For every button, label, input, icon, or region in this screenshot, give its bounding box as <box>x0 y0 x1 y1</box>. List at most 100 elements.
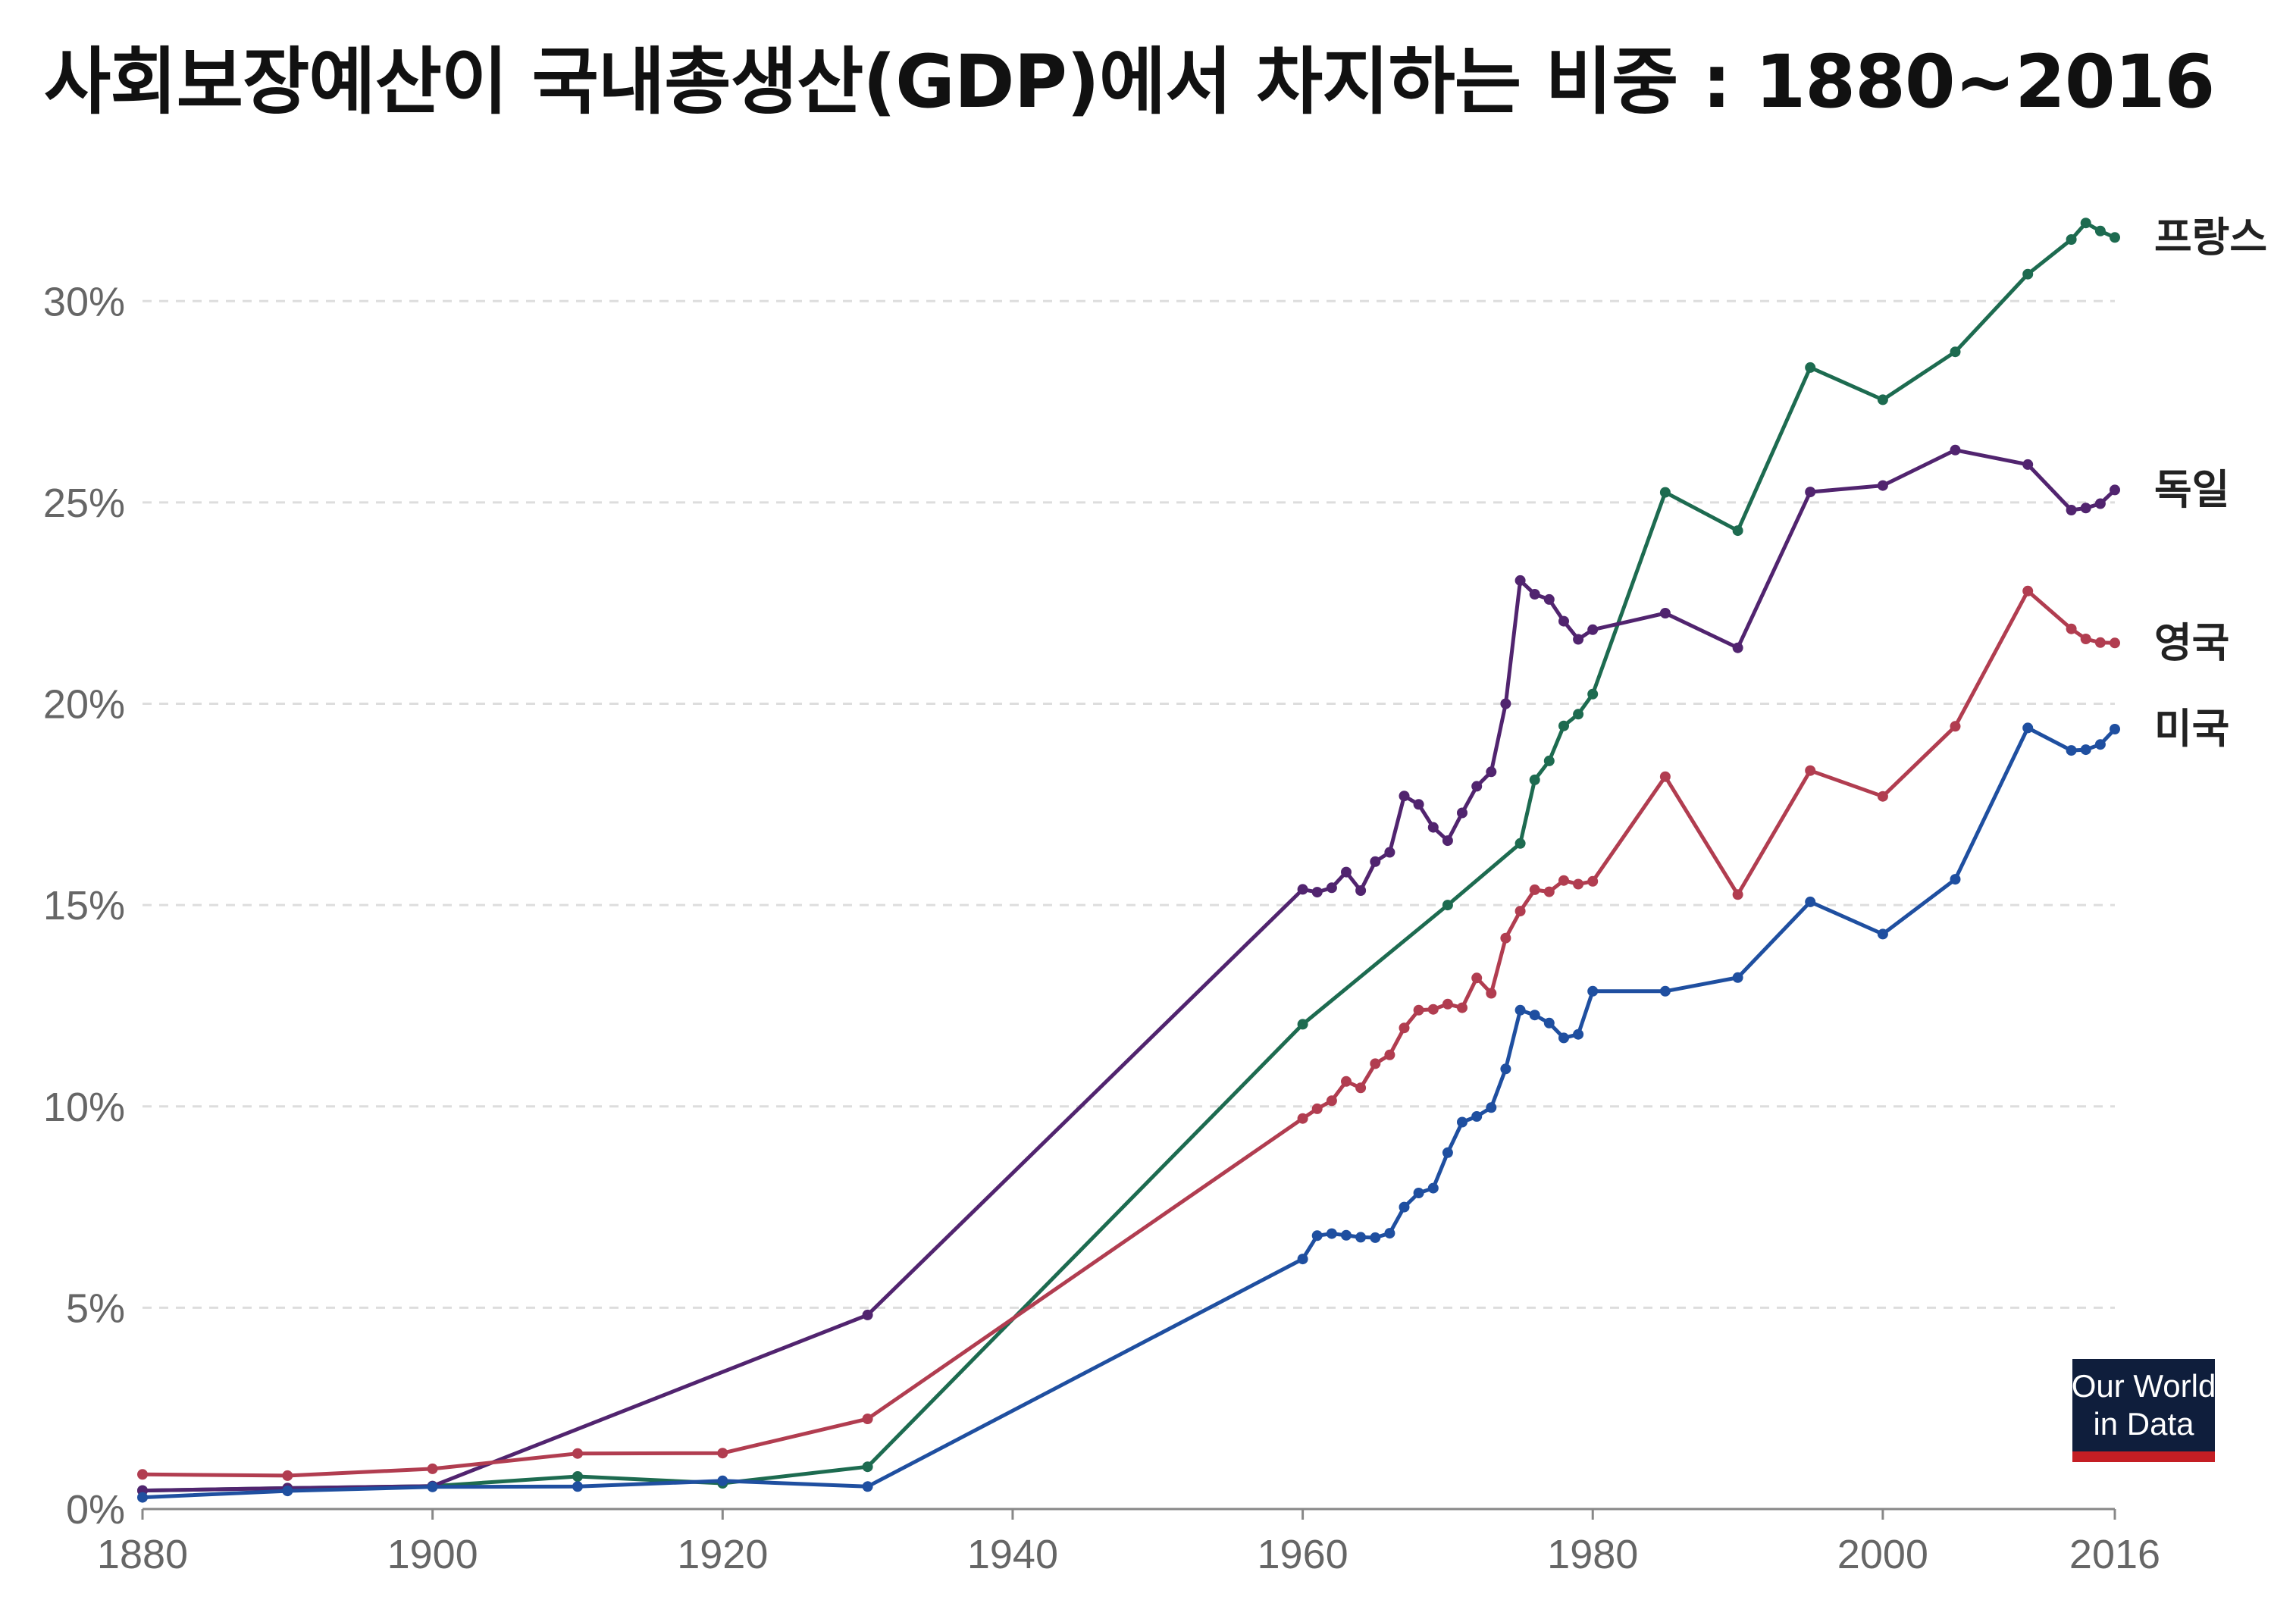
data-point <box>1370 856 1381 867</box>
x-tick-label: 2016 <box>2069 1532 2160 1577</box>
x-tick-label: 1980 <box>1547 1532 1638 1577</box>
data-point <box>1457 1002 1467 1013</box>
gridlines <box>143 299 2115 1309</box>
data-point <box>717 1448 728 1459</box>
data-point <box>1529 1010 1540 1021</box>
data-point <box>2022 268 2034 280</box>
chart-title: 사회보장예산이 국내총생산(GDP)에서 차지하는 비중 : 1880~2016 <box>44 39 2215 124</box>
x-tick-label: 1940 <box>967 1532 1058 1577</box>
data-point <box>1326 1095 1337 1107</box>
data-point <box>2066 505 2077 515</box>
data-point <box>1543 755 1555 766</box>
data-point <box>1514 1004 1526 1016</box>
data-point <box>1514 906 1526 917</box>
series-line <box>142 725 2116 1500</box>
data-point <box>1341 866 1352 878</box>
data-point <box>1442 900 1453 911</box>
data-point <box>1659 985 1671 997</box>
data-point <box>1355 1232 1367 1243</box>
data-point <box>1457 1116 1467 1128</box>
data-point <box>1311 1103 1323 1114</box>
data-point <box>1877 791 1888 802</box>
y-tick-label: 25% <box>43 481 125 526</box>
series-label: 영국 <box>2154 618 2229 666</box>
data-point <box>1587 985 1599 997</box>
data-point <box>1384 847 1395 858</box>
data-point <box>1587 875 1599 887</box>
data-point <box>1427 1004 1439 1015</box>
data-point <box>2022 459 2034 470</box>
y-tick-label: 10% <box>43 1085 125 1130</box>
data-point <box>1573 1029 1584 1040</box>
data-point <box>1341 1076 1352 1087</box>
data-point <box>1558 720 1569 731</box>
data-point <box>1587 688 1599 700</box>
data-point <box>2080 744 2091 756</box>
data-point <box>717 1475 728 1486</box>
data-point <box>2066 745 2077 756</box>
data-point <box>1297 1113 1308 1124</box>
logo-line1: Our World <box>2071 1368 2216 1404</box>
data-point <box>1573 634 1584 645</box>
data-point <box>1558 875 1569 886</box>
data-point <box>1471 781 1483 792</box>
data-point <box>282 1486 293 1497</box>
data-point <box>1500 698 1511 709</box>
data-point <box>1543 886 1555 897</box>
series-label: 독일 <box>2154 465 2229 513</box>
data-point <box>2094 225 2106 236</box>
y-tick-label: 0% <box>66 1487 125 1533</box>
owid-logo: Our World in Data <box>2071 1359 2216 1462</box>
data-point <box>1950 346 1961 358</box>
data-point <box>2110 232 2120 243</box>
series-line <box>142 448 2116 1493</box>
data-point <box>1326 1228 1337 1239</box>
data-point <box>1950 721 1961 732</box>
data-point <box>1558 615 1569 627</box>
y-tick-label: 5% <box>66 1285 125 1331</box>
data-point <box>1573 878 1584 890</box>
data-point <box>1805 487 1816 498</box>
data-point <box>572 1471 583 1482</box>
data-point <box>1413 1188 1424 1198</box>
data-point <box>1732 889 1743 900</box>
data-point <box>1543 1017 1555 1029</box>
axes: 0% 5% 10% 15% 20% 25% 30% 1880 1900 1920 1940 1960 1… <box>43 279 2160 1577</box>
data-point <box>1413 1004 1424 1016</box>
data-point <box>1384 1228 1395 1239</box>
data-point <box>2110 484 2120 496</box>
data-point <box>2066 623 2077 634</box>
data-point <box>1659 608 1671 618</box>
data-point <box>1297 884 1308 895</box>
data-point <box>1486 766 1497 778</box>
data-point <box>862 1309 873 1320</box>
data-point <box>572 1448 583 1459</box>
data-point <box>1877 928 1888 940</box>
data-point <box>2080 503 2091 514</box>
data-point <box>137 1492 148 1503</box>
series-label: 프랑스 <box>2154 213 2267 261</box>
data-point <box>1427 1182 1439 1194</box>
data-point <box>1877 394 1888 405</box>
data-point <box>862 1461 873 1473</box>
x-tick-label: 1920 <box>677 1532 768 1577</box>
data-point <box>1732 525 1743 537</box>
data-point <box>1732 972 1743 983</box>
data-point <box>1659 487 1671 498</box>
data-point <box>1587 624 1599 635</box>
data-point <box>2066 234 2077 245</box>
series-line <box>142 221 2116 1493</box>
data-point <box>1805 765 1816 776</box>
data-point <box>1370 1232 1381 1243</box>
data-point <box>1457 807 1467 819</box>
data-point <box>1950 444 1961 456</box>
data-point <box>137 1469 148 1480</box>
data-point <box>2080 634 2091 644</box>
data-point <box>1384 1049 1395 1060</box>
data-point <box>2094 739 2106 750</box>
data-point <box>1950 874 1961 885</box>
data-point <box>1573 709 1584 720</box>
data-point <box>1659 771 1671 782</box>
x-tick-label: 1960 <box>1258 1532 1348 1577</box>
